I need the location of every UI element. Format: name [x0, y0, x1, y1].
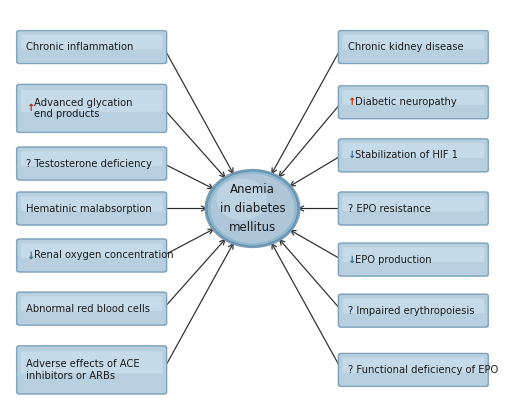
Text: ↑: ↑ — [26, 103, 34, 113]
FancyBboxPatch shape — [21, 243, 163, 258]
FancyBboxPatch shape — [16, 30, 167, 64]
Text: Advanced glycation
end products: Advanced glycation end products — [34, 98, 132, 119]
FancyBboxPatch shape — [338, 138, 489, 173]
FancyBboxPatch shape — [338, 353, 489, 387]
Text: Hematinic malabsorption: Hematinic malabsorption — [26, 203, 152, 214]
FancyBboxPatch shape — [16, 239, 167, 273]
FancyBboxPatch shape — [342, 143, 484, 158]
FancyBboxPatch shape — [17, 85, 166, 132]
FancyBboxPatch shape — [339, 139, 488, 172]
FancyBboxPatch shape — [21, 151, 163, 166]
FancyBboxPatch shape — [16, 345, 167, 394]
FancyBboxPatch shape — [338, 191, 489, 226]
Text: Chronic kidney disease: Chronic kidney disease — [347, 42, 463, 52]
Text: Chronic inflammation: Chronic inflammation — [26, 42, 133, 52]
Text: Renal oxygen concentration: Renal oxygen concentration — [34, 251, 173, 261]
FancyBboxPatch shape — [16, 84, 167, 133]
Text: Stabilization of HIF 1: Stabilization of HIF 1 — [356, 151, 459, 161]
FancyBboxPatch shape — [342, 298, 484, 313]
FancyBboxPatch shape — [17, 292, 166, 325]
FancyBboxPatch shape — [342, 358, 484, 372]
Circle shape — [211, 174, 294, 243]
FancyBboxPatch shape — [16, 191, 167, 226]
FancyBboxPatch shape — [16, 291, 167, 326]
Text: ↓: ↓ — [26, 251, 34, 261]
Text: ↑: ↑ — [347, 97, 356, 107]
FancyBboxPatch shape — [342, 35, 484, 50]
FancyBboxPatch shape — [339, 294, 488, 327]
FancyBboxPatch shape — [338, 85, 489, 119]
FancyBboxPatch shape — [21, 35, 163, 50]
FancyBboxPatch shape — [339, 354, 488, 386]
FancyBboxPatch shape — [342, 247, 484, 262]
FancyBboxPatch shape — [21, 90, 163, 112]
Text: EPO production: EPO production — [356, 255, 432, 264]
FancyBboxPatch shape — [21, 196, 163, 211]
FancyBboxPatch shape — [21, 296, 163, 311]
FancyBboxPatch shape — [342, 90, 484, 105]
FancyBboxPatch shape — [21, 352, 163, 373]
FancyBboxPatch shape — [338, 294, 489, 328]
Text: ↓: ↓ — [347, 255, 356, 264]
FancyBboxPatch shape — [17, 239, 166, 272]
FancyBboxPatch shape — [17, 31, 166, 63]
Circle shape — [205, 169, 300, 248]
Text: ? EPO resistance: ? EPO resistance — [347, 203, 430, 214]
FancyBboxPatch shape — [339, 192, 488, 225]
FancyBboxPatch shape — [17, 192, 166, 225]
Text: Anemia
in diabetes
mellitus: Anemia in diabetes mellitus — [220, 183, 285, 234]
Text: Diabetic neuropathy: Diabetic neuropathy — [356, 97, 457, 107]
FancyBboxPatch shape — [338, 242, 489, 277]
FancyBboxPatch shape — [16, 146, 167, 181]
FancyBboxPatch shape — [339, 31, 488, 63]
Text: Adverse effects of ACE
inhibitors or ARBs: Adverse effects of ACE inhibitors or ARB… — [26, 359, 139, 381]
Text: ? Testosterone deficiency: ? Testosterone deficiency — [26, 158, 152, 168]
FancyBboxPatch shape — [339, 243, 488, 276]
FancyBboxPatch shape — [339, 86, 488, 118]
FancyBboxPatch shape — [17, 346, 166, 394]
Text: Abnormal red blood cells: Abnormal red blood cells — [26, 304, 150, 314]
Text: ? Functional deficiency of EPO: ? Functional deficiency of EPO — [347, 365, 498, 375]
Circle shape — [207, 171, 298, 246]
Circle shape — [216, 178, 267, 220]
Text: ↓: ↓ — [347, 151, 356, 161]
FancyBboxPatch shape — [338, 30, 489, 64]
FancyBboxPatch shape — [17, 147, 166, 180]
FancyBboxPatch shape — [342, 196, 484, 211]
Text: ? Impaired erythropoiesis: ? Impaired erythropoiesis — [347, 306, 474, 316]
